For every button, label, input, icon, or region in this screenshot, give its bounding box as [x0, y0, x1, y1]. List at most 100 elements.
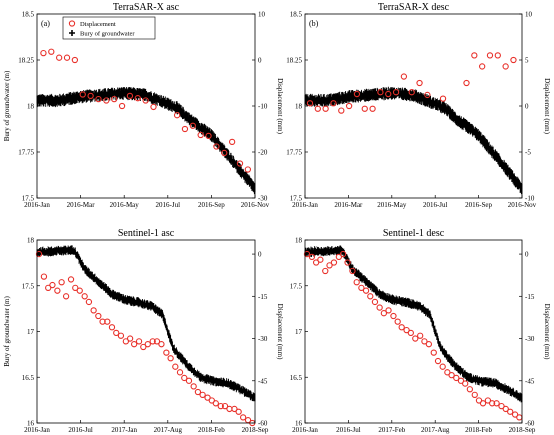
displacement-point — [417, 332, 424, 339]
y-tick-label: 17 — [27, 328, 35, 336]
chart-title: TerraSAR-X desc — [378, 2, 450, 13]
legend-groundwater-marker — [69, 30, 75, 36]
y-tick-label: 17.5 — [22, 195, 35, 203]
x-tick-label: 2016-Nov — [241, 201, 270, 209]
chart-title: TerraSAR-X asc — [113, 2, 180, 13]
y2-tick-label: -10 — [525, 195, 535, 203]
y2-tick-label: 0 — [525, 103, 529, 111]
plot-frame — [304, 13, 523, 199]
displacement-point — [205, 132, 212, 140]
displacement-point — [87, 92, 94, 100]
displacement-point — [45, 284, 52, 292]
displacement-point — [425, 341, 433, 348]
displacement-point — [385, 307, 392, 314]
legend-displacement-marker — [68, 20, 76, 27]
chart-title: Sentinel-1 desc — [383, 228, 445, 239]
y-tick-label: 18 — [295, 237, 303, 245]
y2-tick-label: -5 — [525, 149, 531, 157]
y-tick-label: 17.5 — [290, 195, 303, 203]
displacement-point — [439, 363, 446, 370]
displacement-point — [362, 287, 370, 294]
displacement-point — [62, 293, 70, 300]
y2-tick-label: -60 — [525, 420, 535, 428]
y-tick-label: 17.5 — [290, 282, 303, 290]
displacement-point — [471, 52, 478, 59]
chart-title: Sentinel-1 asc — [118, 228, 175, 239]
displacement-point — [339, 250, 347, 258]
x-tick-label: 2016-Jan — [24, 201, 50, 209]
displacement-point — [463, 79, 470, 87]
y-tick-label: 17.75 — [18, 149, 34, 157]
displacement-point — [126, 92, 134, 100]
displacement-point — [314, 105, 321, 112]
displacement-point — [130, 341, 138, 348]
x-tick-label: 2016-Mar — [334, 201, 363, 209]
displacement-point — [444, 369, 451, 376]
displacement-point — [407, 329, 414, 337]
displacement-point — [345, 102, 353, 110]
y2-tick-label: -45 — [525, 377, 535, 385]
y2-tick-label: -60 — [258, 420, 268, 428]
displacement-point — [181, 125, 189, 133]
displacement-point — [153, 338, 161, 345]
displacement-point — [353, 279, 360, 286]
displacement-point — [67, 276, 75, 283]
x-tick-label: 2017-Jan — [111, 426, 137, 434]
y2-axis-label: Displacement (mm) — [276, 78, 284, 134]
x-tick-label: 2016-Jul — [423, 201, 448, 209]
displacement-point — [400, 73, 408, 80]
displacement-point — [358, 284, 365, 292]
displacement-point — [398, 324, 405, 331]
displacement-point — [502, 405, 509, 413]
displacement-point — [376, 304, 383, 311]
displacement-point — [392, 89, 400, 96]
displacement-point — [403, 326, 410, 334]
x-tick-label: 2016-Mar — [67, 201, 96, 209]
y-tick-label: 18.25 — [286, 57, 302, 65]
displacement-point — [122, 338, 130, 345]
y-tick-label: 16 — [295, 420, 303, 428]
plot-frame — [36, 13, 256, 199]
displacement-series — [306, 52, 517, 114]
displacement-point — [349, 267, 356, 275]
displacement-point — [486, 52, 494, 59]
y-axis-label: Bury of groundwater (m) — [3, 70, 11, 141]
x-tick-label: 2016-Jul — [336, 426, 361, 434]
plot-frame — [36, 239, 256, 424]
displacement-point — [95, 95, 102, 103]
legend-entry-displacement: Displacement — [80, 21, 116, 28]
displacement-point — [303, 250, 311, 258]
displacement-point — [56, 54, 63, 61]
displacement-point — [306, 100, 314, 107]
x-tick-label: 2016-May — [110, 201, 140, 209]
displacement-point — [244, 166, 251, 173]
displacement-point — [235, 408, 242, 415]
displacement-point — [338, 107, 345, 114]
y2-tick-label: 5 — [525, 57, 529, 65]
displacement-point — [158, 341, 165, 348]
displacement-point — [369, 105, 376, 112]
y-tick-label: 17.5 — [22, 282, 35, 290]
displacement-point — [312, 259, 320, 266]
displacement-point — [479, 400, 487, 407]
legend-box — [62, 16, 156, 40]
displacement-point — [371, 298, 379, 306]
displacement-point — [208, 397, 215, 404]
x-tick-label: 2018-Feb — [465, 426, 492, 434]
y-tick-label: 18.25 — [18, 57, 34, 65]
displacement-point — [85, 298, 93, 306]
displacement-point — [308, 253, 316, 261]
groundwater-series — [304, 86, 523, 195]
x-tick-label: 2017-Aug — [154, 426, 183, 434]
displacement-point — [507, 408, 514, 415]
y2-tick-label: 0 — [258, 251, 262, 259]
x-tick-label: 2018-Sep — [509, 426, 536, 434]
displacement-point — [117, 332, 125, 339]
displacement-point — [126, 335, 134, 342]
panel-label: (a) — [41, 19, 50, 28]
x-tick-label: 2016-Sep — [465, 201, 492, 209]
displacement-point — [390, 312, 397, 320]
displacement-point — [72, 284, 79, 292]
displacement-point — [199, 391, 206, 398]
displacement-point — [326, 262, 333, 269]
